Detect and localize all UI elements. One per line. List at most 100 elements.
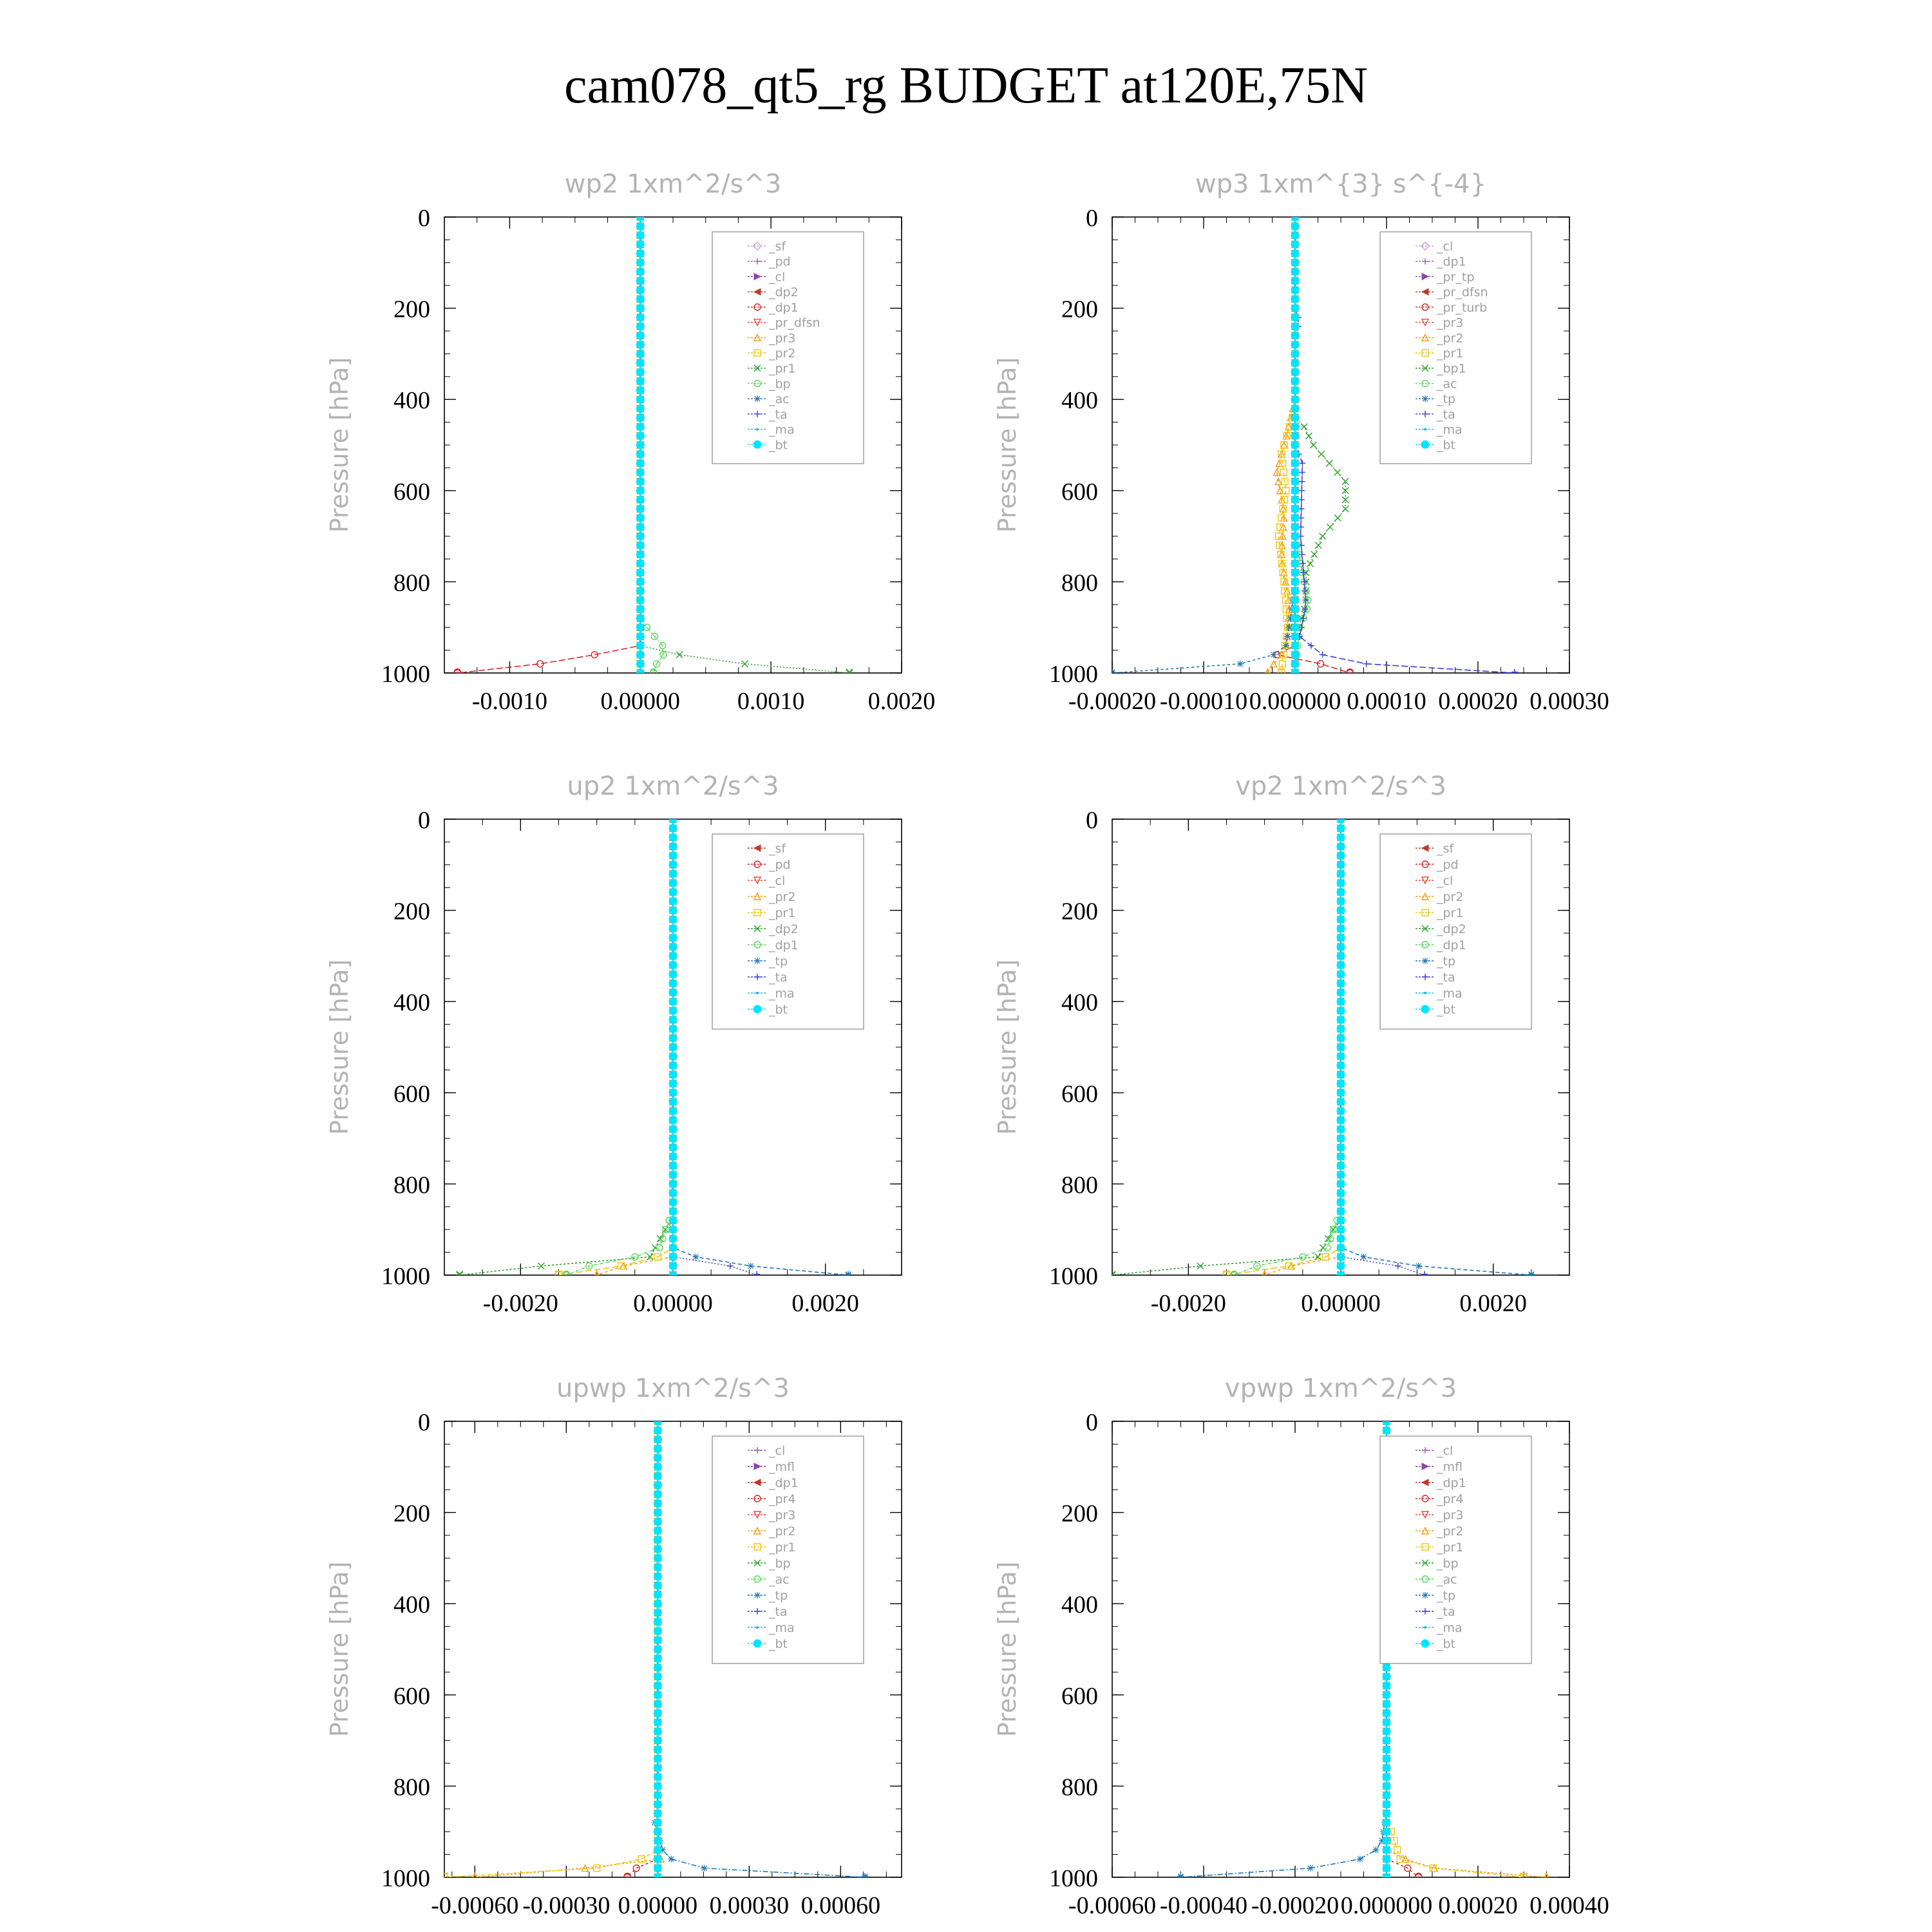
legend-item: _pr3 <box>748 1508 795 1522</box>
data-point <box>1291 550 1300 559</box>
y-tick-label: 0 <box>418 205 430 232</box>
data-point <box>1324 1235 1332 1242</box>
data-point <box>1291 217 1300 222</box>
legend-label: _tp <box>1436 954 1455 969</box>
data-point <box>1336 1070 1345 1079</box>
data-point <box>1291 413 1300 422</box>
data-point <box>1341 487 1349 495</box>
plot-area <box>1112 217 1518 673</box>
x-tick-label: 0.0020 <box>791 1290 859 1317</box>
data-point <box>1336 1179 1345 1188</box>
legend-marker <box>753 288 761 296</box>
panel-title: wp3 1xm^{3} s^{-4} <box>1195 169 1486 199</box>
data-point <box>1336 1043 1345 1052</box>
legend-label: _ta <box>768 1605 788 1619</box>
x-tick-label: 0.0010 <box>737 688 805 715</box>
data-point <box>741 660 749 668</box>
data-point <box>649 669 658 673</box>
x-tick-label: -0.00030 <box>522 1892 610 1919</box>
y-tick-label: 400 <box>1061 387 1098 414</box>
legend-marker <box>1422 974 1428 980</box>
data-point <box>726 1262 734 1269</box>
y-tick-label: 800 <box>393 1171 430 1198</box>
data-point <box>753 1271 761 1275</box>
data-point <box>1415 1872 1423 1877</box>
data-point <box>636 568 645 577</box>
data-point <box>1291 313 1300 322</box>
data-point <box>1222 1270 1231 1275</box>
data-point <box>1291 331 1300 340</box>
legend-item: _dp1 <box>748 1476 799 1490</box>
data-point <box>1336 1189 1345 1198</box>
legend-label: _ta <box>768 408 788 422</box>
data-point <box>1336 1152 1345 1161</box>
legend-item: _pr1 <box>1416 906 1463 920</box>
data-point <box>653 1809 662 1818</box>
data-point <box>668 1061 677 1070</box>
legend-marker <box>1421 349 1429 357</box>
data-point <box>668 1025 677 1034</box>
data-point <box>653 1544 662 1553</box>
data-point <box>656 1244 663 1252</box>
data-point <box>1382 1800 1391 1809</box>
legend-marker <box>1421 440 1430 449</box>
data-point <box>1291 240 1300 249</box>
x-tick-label: 0.00000 <box>633 1290 713 1317</box>
data-point <box>636 641 645 650</box>
legend-marker <box>1422 258 1428 265</box>
x-tick-label: 0.00000 <box>618 1892 698 1919</box>
data-point <box>1291 541 1300 550</box>
data-point <box>653 1426 662 1435</box>
data-point <box>1336 988 1345 997</box>
legend-label: _pr_dfsn <box>1436 285 1488 299</box>
data-point <box>1334 514 1341 522</box>
data-point <box>653 1421 662 1426</box>
data-point <box>668 851 677 860</box>
legend-item: _bp <box>748 377 791 391</box>
legend-marker <box>753 242 762 251</box>
data-point <box>653 1608 662 1617</box>
legend-item: _ma <box>1416 423 1463 437</box>
data-point <box>1230 1271 1238 1275</box>
data-point <box>1277 668 1285 673</box>
legend-item: _pr1 <box>1416 346 1463 361</box>
data-point <box>668 906 677 915</box>
data-point <box>668 1097 677 1106</box>
legend: _cl _mfl _dp1 _pr4 _pr3 _pr2_pr1 _bp _ac _tp _ta _… <box>712 1435 864 1664</box>
data-point <box>1298 487 1305 494</box>
data-point <box>1382 1864 1391 1873</box>
data-point <box>692 1253 699 1260</box>
data-point <box>636 587 645 596</box>
data-point <box>1336 961 1345 970</box>
y-axis-label: Pressure [hPa] <box>325 960 354 1135</box>
data-point <box>1336 979 1345 988</box>
legend-label: _pr_tp <box>1436 270 1474 284</box>
data-point <box>1336 860 1345 869</box>
y-tick-label: 600 <box>1061 1081 1098 1108</box>
legend-marker <box>753 1559 761 1567</box>
legend-label: _pr2 <box>1436 331 1463 345</box>
legend-item: _pd <box>1416 858 1459 872</box>
data-point <box>636 668 645 673</box>
legend-marker <box>753 1511 762 1519</box>
data-point <box>668 988 677 997</box>
data-point <box>653 1636 662 1645</box>
legend-marker <box>753 909 761 916</box>
series-line <box>444 1421 659 1877</box>
legend-marker <box>1421 288 1429 296</box>
data-point <box>653 1718 662 1727</box>
data-point <box>456 1271 464 1275</box>
y-tick-label: 800 <box>1061 1171 1098 1198</box>
data-point <box>862 1873 869 1877</box>
data-point <box>636 267 645 276</box>
data-point <box>1197 1262 1204 1270</box>
data-point <box>1360 1253 1367 1260</box>
panel-6: vpwp 1xm^2/s^3 Pressure [hPa] 0 200 400 600 80… <box>993 1374 1609 1919</box>
legend-marker <box>1421 925 1429 933</box>
legend-label: _dp1 <box>768 1476 799 1490</box>
data-point <box>668 997 677 1006</box>
data-point <box>659 1846 666 1853</box>
data-point <box>1291 276 1300 285</box>
data-point <box>1511 668 1518 673</box>
data-point <box>668 1088 677 1097</box>
